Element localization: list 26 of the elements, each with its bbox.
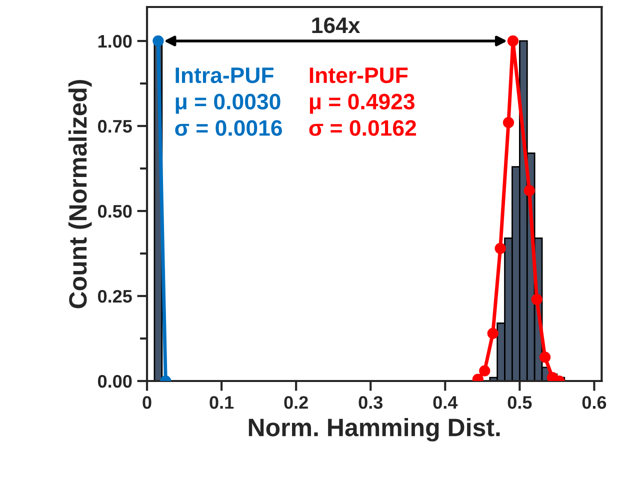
x-tick-label: 0.6 [582,396,606,409]
x-tick-label: 0.5 [508,396,532,409]
y-tick-label: 0.00 [98,374,132,388]
y-tick-label: 1.00 [98,34,132,48]
point [494,242,506,254]
annotation: Inter-PUF μ = 0.4923 σ = 0.0162 [309,68,416,136]
y-tick-label: 0.50 [98,204,132,218]
point [524,185,535,196]
x-tick-label: 0.3 [358,396,383,409]
x-tick-label: 0.4 [433,396,458,409]
x-tick-label: 0.2 [284,396,308,409]
point [531,294,542,305]
x-tick-label: 0.1 [210,396,234,409]
point [502,117,514,128]
y-tick-label: 0.25 [98,290,132,303]
x-axis-title: Norm. Hamming Dist. [248,418,500,442]
x-tick-label: 0 [142,396,152,409]
point [479,365,490,376]
annotation: Intra-PUF μ = 0.0030 σ = 0.0016 [175,68,282,136]
point [507,35,519,47]
point [487,328,498,339]
point [152,35,164,47]
y-tick-label: 0.75 [98,120,132,133]
annotation: 164x [312,17,360,34]
y-axis-title: Count (Normalized) [68,80,92,308]
point [539,352,551,363]
